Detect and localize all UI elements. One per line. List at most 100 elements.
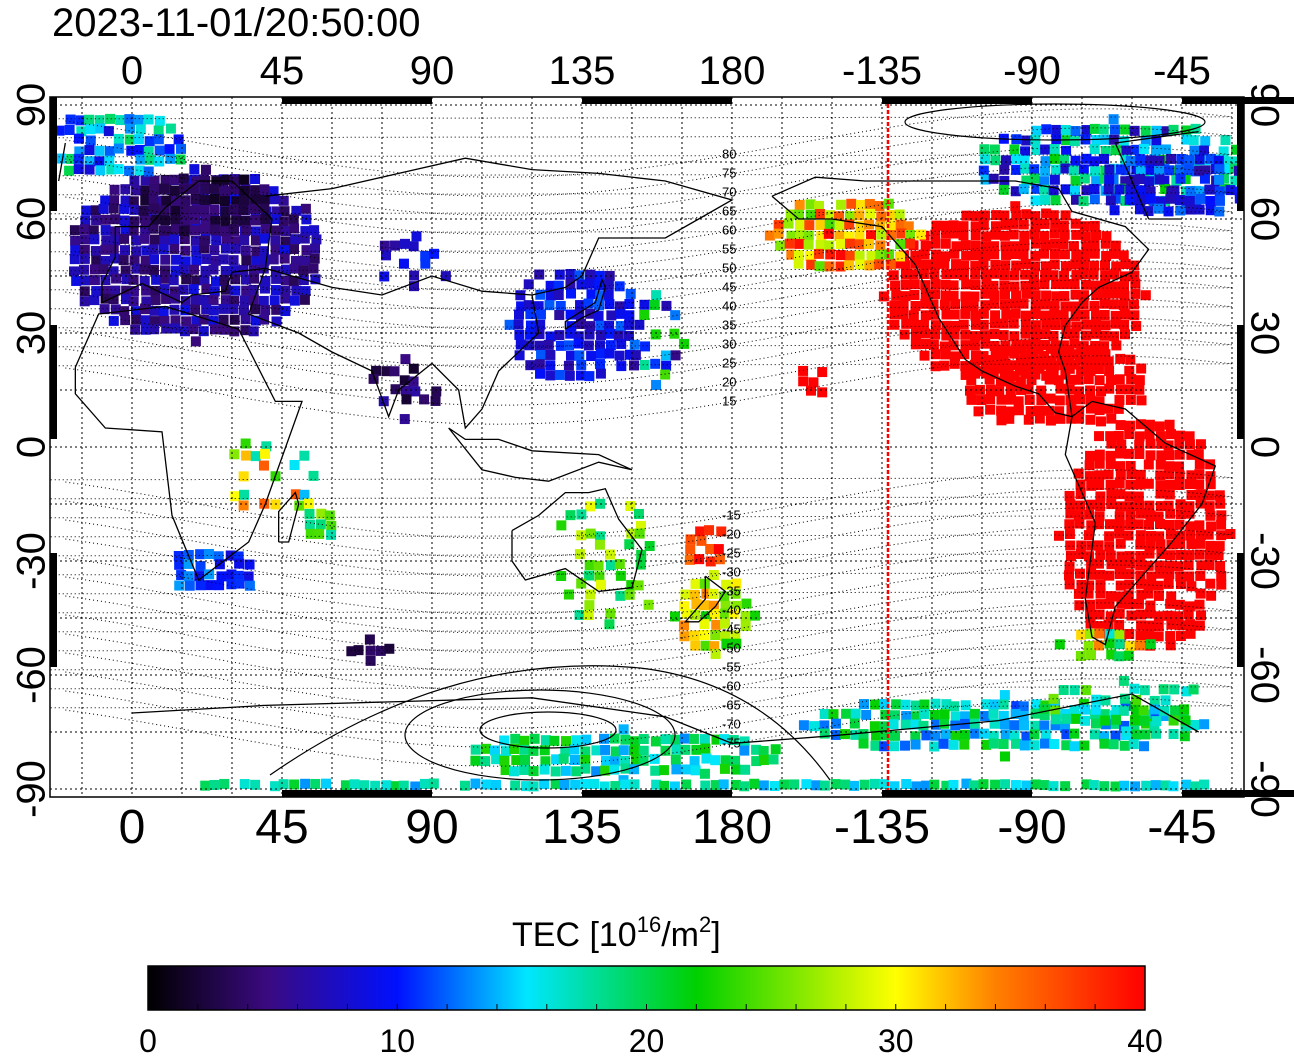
tec-pixel xyxy=(1140,290,1151,301)
tec-pixel xyxy=(1145,155,1156,166)
tec-pixel xyxy=(1073,510,1084,521)
tec-pixel xyxy=(979,144,990,155)
tec-pixel xyxy=(201,214,212,225)
tec-pixel xyxy=(200,780,211,791)
tec-pixel xyxy=(1089,301,1100,312)
tec-pixel xyxy=(1088,269,1099,280)
tec-pixel xyxy=(1009,281,1020,292)
tec-pixel xyxy=(1181,779,1192,790)
tec-pixel xyxy=(918,720,929,731)
tec-pixel xyxy=(1094,431,1105,442)
tec-pixel xyxy=(803,230,814,241)
tec-pixel xyxy=(229,176,240,187)
y-tick-label-left: 0 xyxy=(10,436,54,458)
tec-pixel xyxy=(948,779,959,790)
x-tick-label-top: -135 xyxy=(842,49,922,93)
tec-pixel xyxy=(91,215,102,226)
tec-pixel xyxy=(614,350,625,361)
tec-pixel xyxy=(231,236,242,247)
tec-pixel xyxy=(1085,499,1096,510)
tec-pixel xyxy=(1220,183,1231,194)
tec-pixel xyxy=(500,746,511,757)
tec-pixel xyxy=(220,265,231,276)
tec-pixel xyxy=(889,300,900,311)
tec-pixel xyxy=(1080,685,1091,696)
tec-pixel xyxy=(1014,365,1025,376)
tec-pixel xyxy=(1144,620,1155,631)
tec-pixel xyxy=(1114,639,1125,650)
tec-pixel xyxy=(1200,155,1211,166)
tec-pixel xyxy=(850,729,861,740)
tec-pixel xyxy=(268,186,279,197)
tec-pixel xyxy=(1043,405,1054,416)
tec-pixel xyxy=(583,610,594,621)
tec-pixel xyxy=(1039,231,1050,242)
tec-pixel xyxy=(1094,621,1105,632)
tec-pixel xyxy=(616,338,627,349)
tec-pixel xyxy=(209,204,220,215)
tec-pixel xyxy=(999,751,1010,762)
tec-pixel xyxy=(764,230,775,241)
tec-pixel xyxy=(389,366,400,377)
tec-pixel xyxy=(1175,430,1186,441)
mlat-contour xyxy=(50,108,1233,178)
timestamp-label: 2023-11-01/20:50:00 xyxy=(52,1,420,45)
tec-pixel xyxy=(1135,609,1146,620)
tec-pixel xyxy=(399,414,410,425)
tec-pixel xyxy=(1205,195,1216,206)
tec-pixel xyxy=(1021,288,1032,299)
tec-pixel xyxy=(190,304,201,315)
tec-pixel xyxy=(605,608,616,619)
tec-pixel xyxy=(1075,548,1086,559)
coastline-indonesia xyxy=(448,427,633,482)
mlat-contour xyxy=(50,564,1233,634)
tec-pixel xyxy=(195,580,206,591)
tec-pixel xyxy=(238,305,249,316)
tec-pixel xyxy=(980,269,991,280)
tec-pixel xyxy=(100,256,111,267)
tec-pixel xyxy=(1165,529,1176,540)
tec-pixel xyxy=(918,268,929,279)
tec-pixel xyxy=(154,115,165,126)
tec-region-east-asia xyxy=(504,269,645,382)
tec-region-new-zealand xyxy=(670,570,761,659)
tec-pixel xyxy=(969,718,980,729)
tec-pixel xyxy=(1086,560,1097,571)
tec-pixel xyxy=(1135,530,1146,541)
tec-pixel xyxy=(1049,739,1060,750)
tec-pixel xyxy=(1165,479,1176,490)
tec-pixel xyxy=(930,289,941,300)
tec-pixel xyxy=(535,319,546,330)
tec-pixel xyxy=(279,253,290,264)
tec-pixel xyxy=(243,571,254,582)
tec-pixel xyxy=(1145,600,1156,611)
tec-pixel xyxy=(1078,164,1089,175)
tec-pixel xyxy=(961,778,972,789)
tec-pixel xyxy=(1069,741,1080,752)
tec-pixel xyxy=(1214,186,1225,197)
tec-pixel xyxy=(1090,166,1101,177)
frame-bar-left xyxy=(50,553,57,667)
colorbar-tick-label: 20 xyxy=(629,1023,665,1057)
tec-pixel xyxy=(1045,343,1056,354)
tec-pixel xyxy=(1061,713,1072,724)
tec-pixel xyxy=(1205,578,1216,589)
tec-pixel xyxy=(411,231,422,242)
tec-pixel xyxy=(678,620,689,631)
tec-pixel xyxy=(89,295,100,306)
tec-pixel xyxy=(605,340,616,351)
tec-pixel xyxy=(1164,569,1175,580)
tec-pixel xyxy=(638,734,649,745)
coastline-antarctica xyxy=(131,693,1199,745)
tec-pixel xyxy=(595,340,606,351)
tec-pixel xyxy=(981,231,992,242)
tec-pixel xyxy=(679,631,690,642)
tec-pixel xyxy=(1113,403,1124,414)
tec-pixel xyxy=(806,259,817,270)
tec-pixel xyxy=(1009,241,1020,252)
mlat-label: 30 xyxy=(722,337,736,352)
tec-pixel xyxy=(230,243,241,254)
tec-pixel xyxy=(916,229,927,240)
tec-pixel xyxy=(1135,469,1146,480)
tec-pixel xyxy=(639,309,650,320)
